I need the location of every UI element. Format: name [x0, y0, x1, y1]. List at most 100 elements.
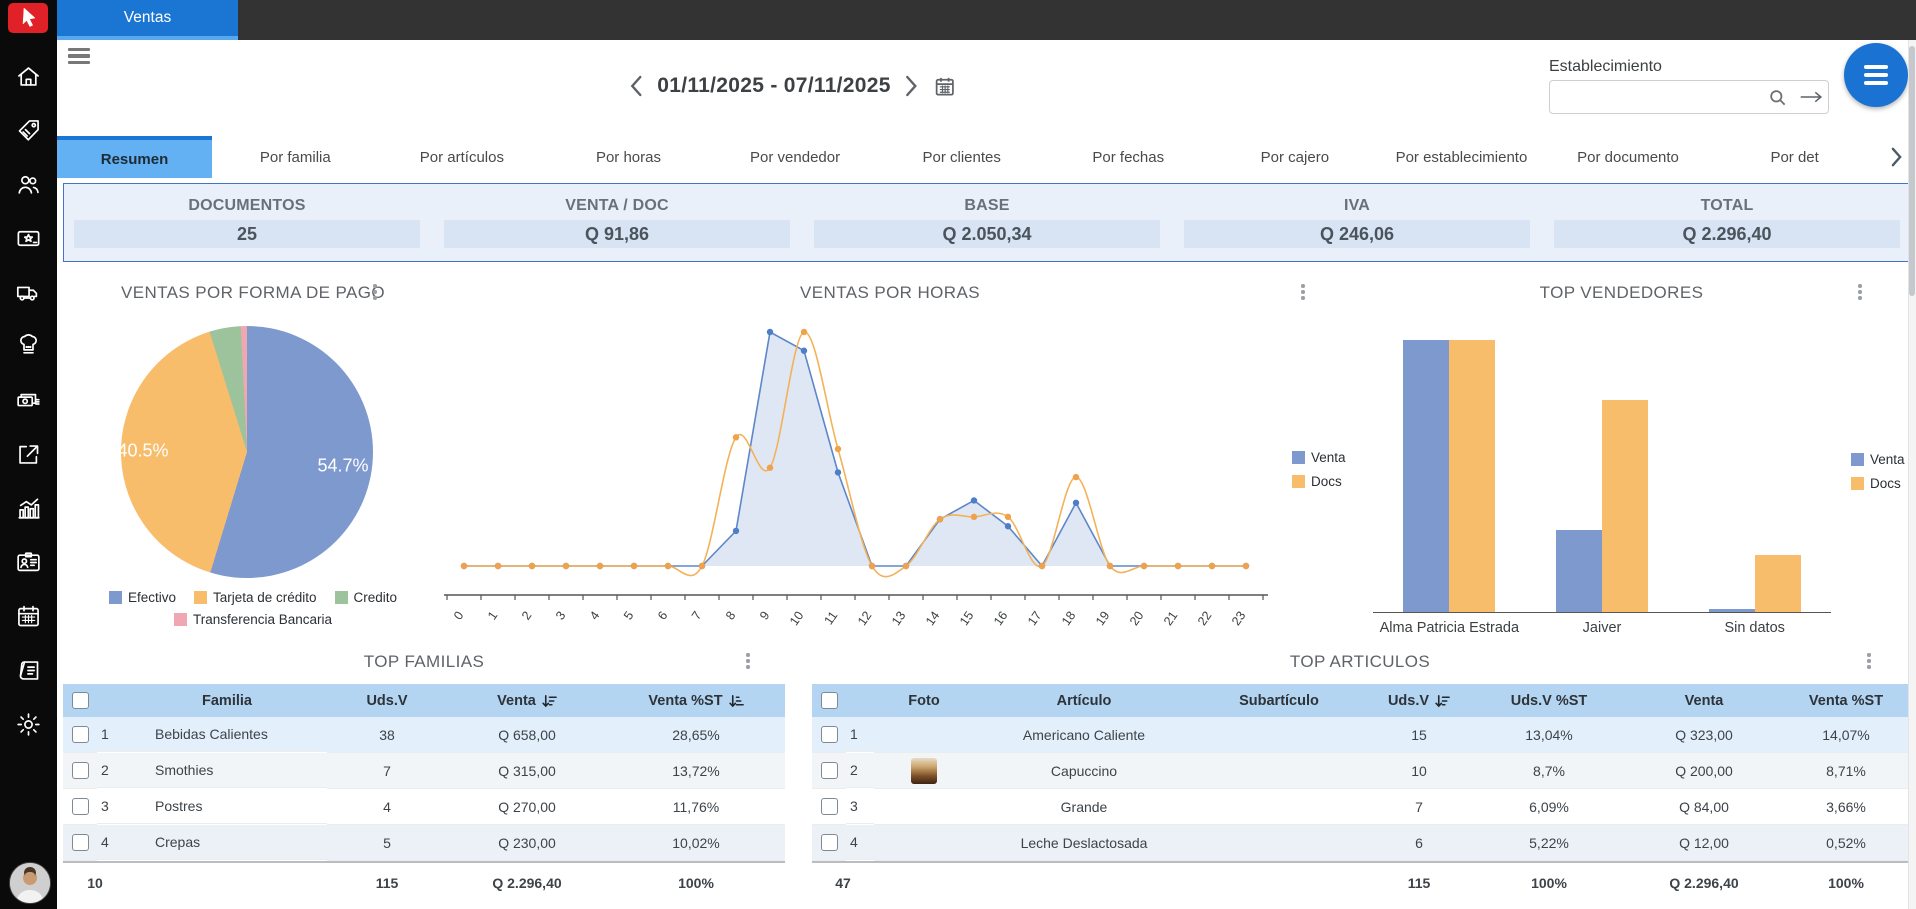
bar-chart-menu-icon[interactable]: [1851, 282, 1869, 302]
sidebar-item-delivery-truck[interactable]: [15, 278, 43, 306]
uds-pct-value: 8,7%: [1474, 753, 1624, 789]
docs-point: [461, 563, 467, 569]
sidebar-item-documents[interactable]: [15, 656, 43, 684]
sort-desc-icon[interactable]: [542, 694, 557, 708]
calendar-picker-icon[interactable]: [933, 75, 957, 97]
sidebar-item-chef-hat[interactable]: [15, 332, 43, 360]
sidebar-item-price-tag[interactable]: [15, 116, 43, 144]
establishment-search-box: [1549, 80, 1829, 114]
sort-asc-icon[interactable]: [729, 694, 744, 708]
docs-point: [1073, 474, 1079, 480]
row-select: [812, 789, 846, 825]
header-uds[interactable]: Uds.V: [327, 684, 447, 717]
establishment-input[interactable]: [1550, 89, 1760, 105]
tab-por-establecimiento[interactable]: Por establecimiento: [1378, 136, 1545, 178]
x-axis-label: 5: [621, 609, 636, 623]
select-all-checkbox[interactable]: [72, 692, 89, 709]
docs-point: [767, 465, 773, 471]
header-venta-pct[interactable]: Venta %ST: [607, 684, 785, 717]
row-checkbox[interactable]: [72, 834, 89, 851]
scrollbar-thumb[interactable]: [1909, 46, 1915, 296]
articulo-name: Americano Caliente: [974, 717, 1194, 753]
row-checkbox[interactable]: [821, 762, 838, 779]
sidebar-item-home[interactable]: [15, 62, 43, 90]
tab-por-artículos[interactable]: Por artículos: [379, 136, 546, 178]
search-icon[interactable]: [1760, 88, 1794, 107]
header-subarticulo[interactable]: Subartículo: [1194, 684, 1364, 717]
tab-por-vendedor[interactable]: Por vendedor: [712, 136, 879, 178]
date-range-label[interactable]: 01/11/2025 - 07/11/2025: [657, 74, 890, 98]
header-familia[interactable]: Familia: [127, 684, 327, 717]
row-checkbox[interactable]: [821, 834, 838, 851]
row-checkbox[interactable]: [72, 726, 89, 743]
bar-group-3: [1678, 338, 1831, 612]
go-arrow-icon[interactable]: [1794, 89, 1828, 105]
legend-label: Efectivo: [128, 590, 176, 605]
docs-point: [1039, 563, 1045, 569]
header-uds-pct[interactable]: Uds.V %ST: [1474, 684, 1624, 717]
sidebar-item-customers[interactable]: [15, 170, 43, 198]
sidebar-item-id-card[interactable]: [15, 548, 43, 576]
article-photo: [911, 758, 937, 784]
summary-card-iva: IVAQ 246,06: [1184, 197, 1530, 248]
summary-card-label: IVA: [1184, 197, 1530, 215]
row-checkbox[interactable]: [72, 798, 89, 815]
tab-por-documento[interactable]: Por documento: [1545, 136, 1712, 178]
top-sellers-bar-chart: [1373, 338, 1831, 613]
line-chart-menu-icon[interactable]: [1294, 282, 1312, 302]
subarticulo-name: [1194, 825, 1364, 861]
top-familias-table: FamiliaUds.VVentaVenta %ST1Bebidas Calie…: [63, 684, 785, 903]
header-uds[interactable]: Uds.V: [1364, 684, 1474, 717]
tab-por-cajero[interactable]: Por cajero: [1212, 136, 1379, 178]
header-articulo[interactable]: Artículo: [974, 684, 1194, 717]
tab-por-horas[interactable]: Por horas: [545, 136, 712, 178]
tab-por-det[interactable]: Por det: [1711, 136, 1878, 178]
sidebar-item-export[interactable]: [15, 440, 43, 468]
venta-value: Q 315,00: [447, 753, 607, 789]
hand-cursor-icon: [16, 6, 40, 30]
x-axis-label: 18: [1059, 609, 1078, 628]
sidebar-item-gift-card[interactable]: [15, 224, 43, 252]
articulo-name: Leche Deslactosada: [974, 825, 1194, 861]
menu-hamburger-icon[interactable]: [68, 48, 90, 64]
familias-table-menu-icon[interactable]: [739, 651, 757, 671]
summary-card-total: TOTALQ 2.296,40: [1554, 197, 1900, 248]
app-tab-ventas[interactable]: Ventas: [57, 0, 238, 40]
tab-resumen[interactable]: Resumen: [57, 136, 212, 178]
sidebar-item-cash[interactable]: [15, 386, 43, 414]
prev-date-chevron-icon[interactable]: [627, 75, 645, 97]
tab-por-familia[interactable]: Por familia: [212, 136, 379, 178]
sidebar-item-calendar[interactable]: [15, 602, 43, 630]
row-checkbox[interactable]: [72, 762, 89, 779]
brand-logo[interactable]: [8, 3, 48, 33]
familia-name: Postres: [127, 789, 327, 824]
sort-desc-icon[interactable]: [1435, 694, 1450, 708]
legend-label: Credito: [354, 590, 398, 605]
row-checkbox[interactable]: [821, 726, 838, 743]
calendar-icon: [15, 603, 42, 630]
main-menu-fab[interactable]: [1844, 43, 1908, 107]
articulos-table-menu-icon[interactable]: [1860, 651, 1878, 671]
summary-card-value: Q 2.050,34: [814, 220, 1160, 248]
subarticulo-name: [1194, 753, 1364, 789]
header-venta-pct[interactable]: Venta %ST: [1784, 684, 1908, 717]
sidebar-item-settings[interactable]: [15, 710, 43, 738]
row-select: [812, 717, 846, 753]
sales-dashboard-page: Ventas 01/11/2025 - 07/11/2025: [0, 0, 1916, 909]
establishment-label: Establecimiento: [1549, 58, 1662, 76]
venta-pct-value: 11,76%: [607, 789, 785, 825]
pie-chart-menu-icon[interactable]: [366, 282, 384, 302]
select-all-checkbox[interactable]: [821, 692, 838, 709]
user-avatar[interactable]: [9, 862, 51, 904]
uds-value: 7: [1364, 789, 1474, 825]
row-checkbox[interactable]: [821, 798, 838, 815]
header-venta[interactable]: Venta: [1624, 684, 1784, 717]
tab-por-clientes[interactable]: Por clientes: [878, 136, 1045, 178]
venta-pct-value: 3,66%: [1784, 789, 1908, 825]
tab-por-fechas[interactable]: Por fechas: [1045, 136, 1212, 178]
sidebar-item-statistics[interactable]: [15, 494, 43, 522]
familia-name: Crepas: [127, 825, 327, 860]
article-photo-cell: [874, 789, 974, 825]
next-date-chevron-icon[interactable]: [903, 75, 921, 97]
header-venta[interactable]: Venta: [447, 684, 607, 717]
